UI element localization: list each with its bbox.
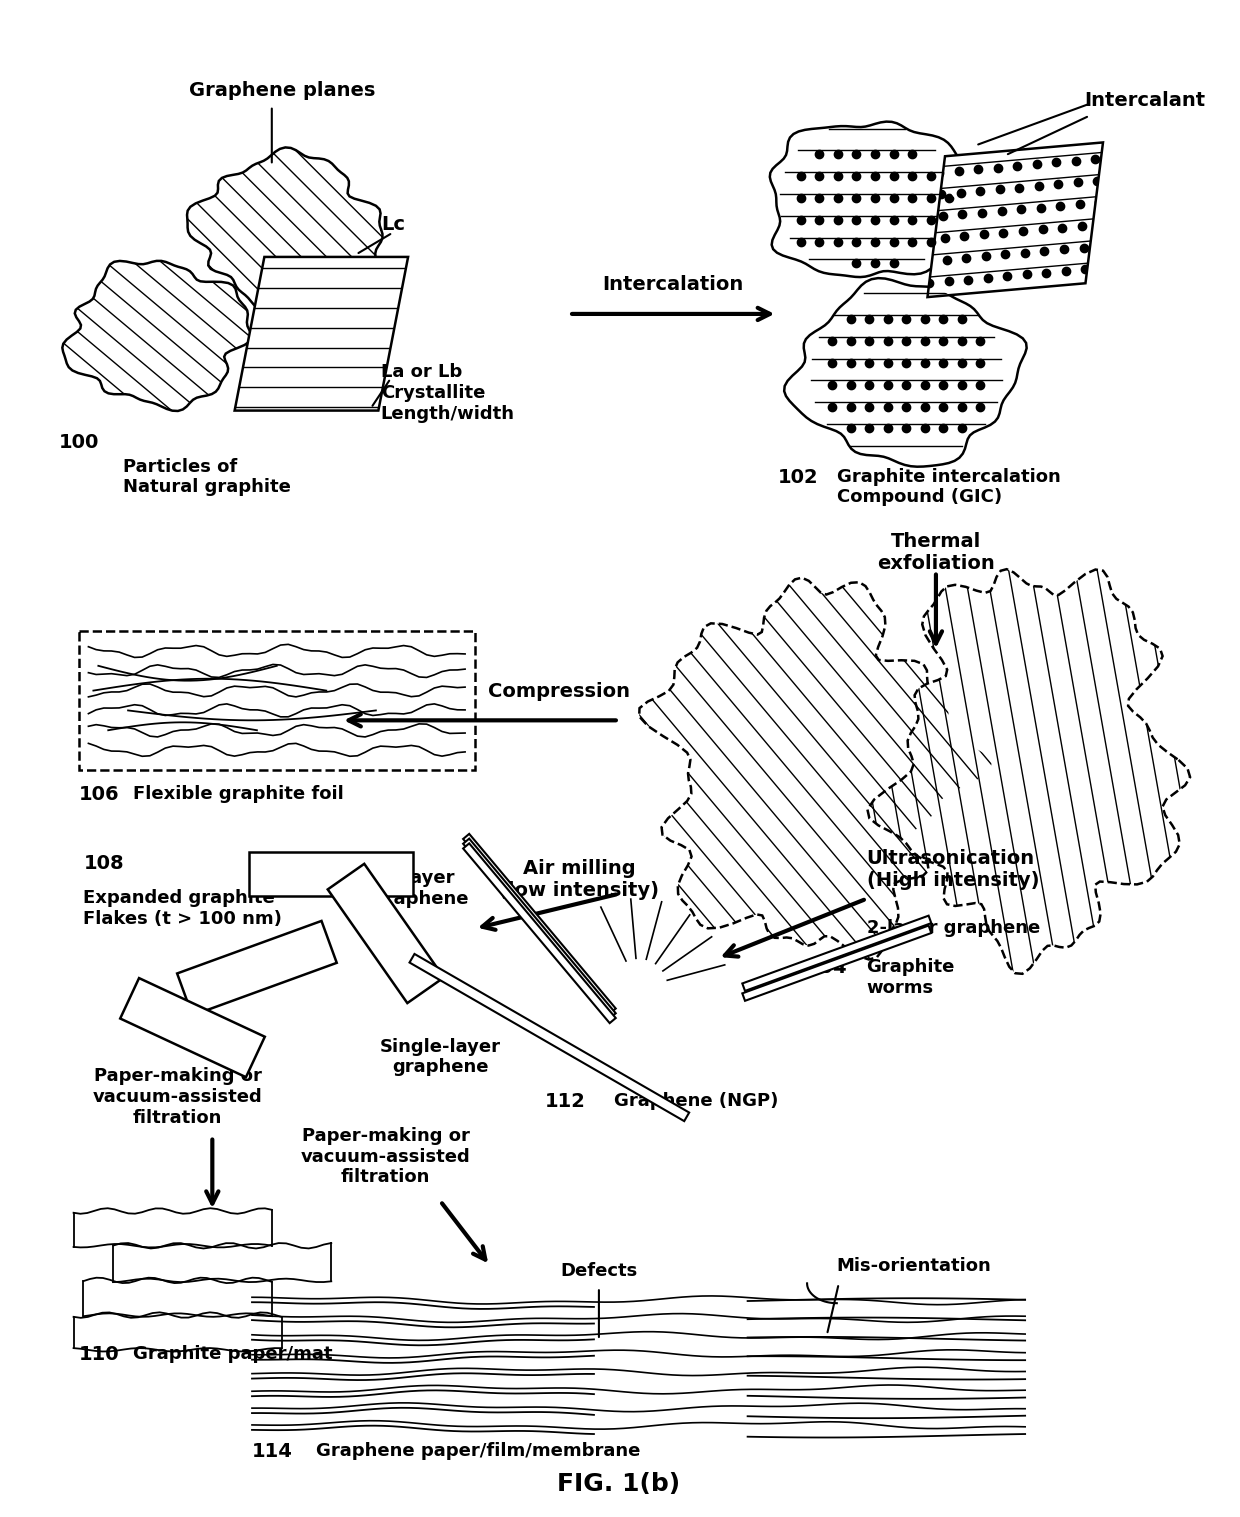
Text: Ultrasonication
(High intensity): Ultrasonication (High intensity) [867,850,1039,890]
Text: Single-layer
graphene: Single-layer graphene [379,1038,501,1077]
Polygon shape [409,954,689,1121]
Polygon shape [743,916,931,991]
Text: Graphite
worms: Graphite worms [867,959,955,997]
Polygon shape [743,925,931,1001]
Polygon shape [62,261,252,411]
Text: Paper-making or
vacuum-assisted
filtration: Paper-making or vacuum-assisted filtrati… [93,1068,263,1127]
Text: Defects: Defects [560,1262,637,1280]
Text: Compression: Compression [489,681,630,701]
Text: Thermal
exfoliation: Thermal exfoliation [877,532,994,573]
Polygon shape [463,843,616,1022]
Text: Paper-making or
vacuum-assisted
filtration: Paper-making or vacuum-assisted filtrati… [301,1127,471,1186]
Text: Air milling
(low intensity): Air milling (low intensity) [498,859,660,900]
Text: 3-layer
graphene: 3-layer graphene [372,869,469,907]
Text: 104: 104 [807,959,848,977]
Text: La or Lb
Crystallite
Length/width: La or Lb Crystallite Length/width [381,364,515,423]
Polygon shape [327,863,444,1003]
Text: Graphite paper/mat: Graphite paper/mat [133,1344,332,1362]
Text: 108: 108 [83,854,124,874]
Text: Lc: Lc [381,215,404,234]
Polygon shape [770,121,965,278]
Text: 102: 102 [777,467,818,487]
Text: 100: 100 [58,432,99,452]
Polygon shape [784,278,1027,467]
Polygon shape [463,834,616,1013]
Text: Graphene planes: Graphene planes [188,82,374,100]
Text: FIG. 1(b): FIG. 1(b) [557,1471,681,1496]
Text: Graphene (NGP): Graphene (NGP) [614,1092,779,1110]
Polygon shape [639,578,992,959]
Text: 114: 114 [252,1443,293,1461]
Polygon shape [187,147,382,309]
Text: Particles of
Natural graphite: Particles of Natural graphite [123,458,291,496]
Text: 106: 106 [78,784,119,804]
Polygon shape [234,256,408,411]
Polygon shape [177,921,337,1015]
Bar [78,631,475,771]
Text: 112: 112 [544,1092,585,1110]
Polygon shape [928,143,1104,297]
Text: Flexible graphite foil: Flexible graphite foil [133,784,343,802]
Text: Expanded graphite
Flakes (t > 100 nm): Expanded graphite Flakes (t > 100 nm) [83,889,283,928]
Text: 2-layer graphene: 2-layer graphene [867,919,1040,938]
Text: Graphite intercalation
Compound (GIC): Graphite intercalation Compound (GIC) [837,467,1060,507]
Polygon shape [463,839,616,1018]
Text: Intercalation: Intercalation [603,275,744,294]
Polygon shape [120,978,265,1077]
Polygon shape [249,851,413,897]
Text: 110: 110 [78,1344,119,1364]
Text: Graphene paper/film/membrane: Graphene paper/film/membrane [316,1443,641,1459]
Text: Mis-orientation: Mis-orientation [837,1258,992,1276]
Text: Intercalant: Intercalant [1085,91,1205,111]
Polygon shape [868,569,1190,974]
